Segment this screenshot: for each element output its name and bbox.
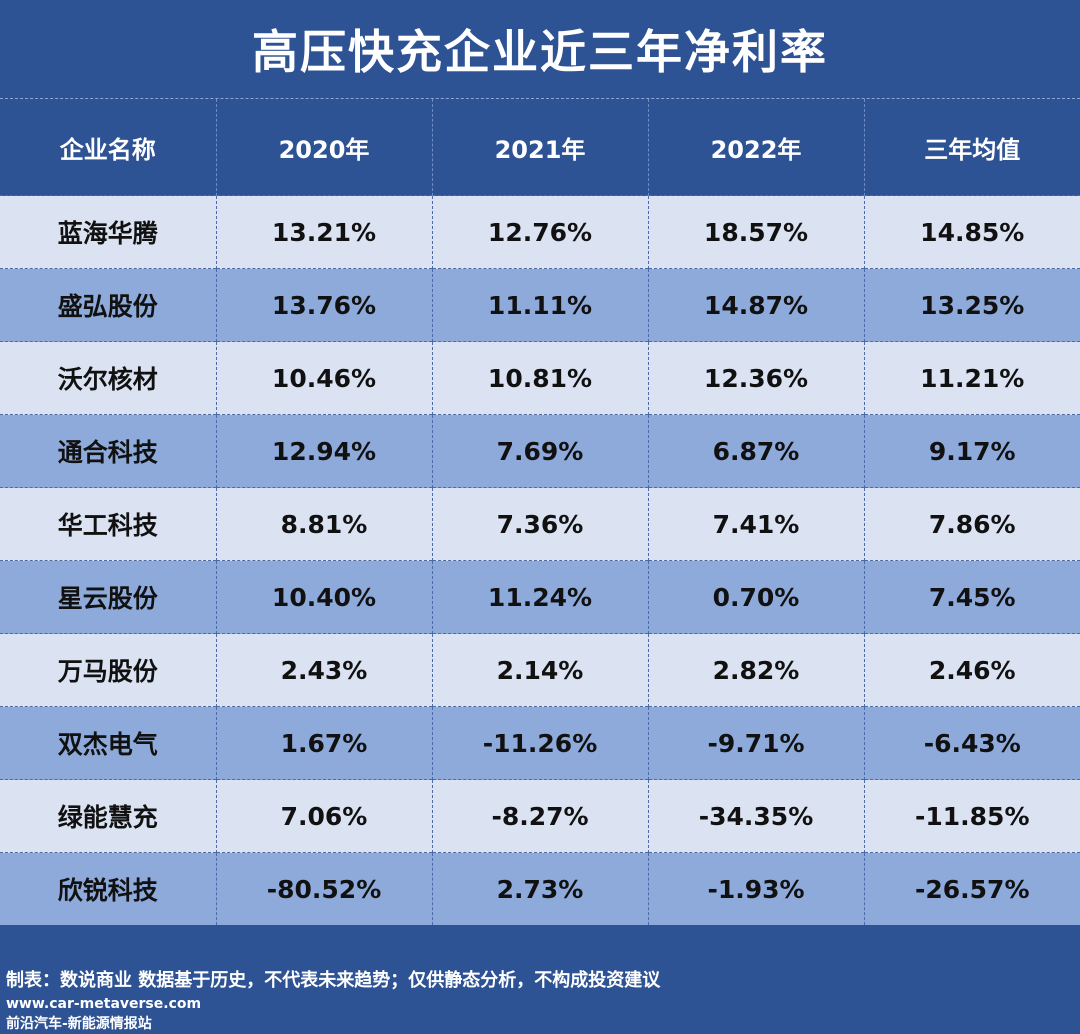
table-row: 盛弘股份 13.76% 11.11% 14.87% 13.25%: [0, 268, 1080, 342]
company-name-cell: 蓝海华腾: [0, 195, 216, 269]
margin-2022-cell: -1.93%: [647, 852, 864, 925]
margin-2020-cell: 10.46%: [215, 341, 432, 415]
margin-2020-cell: 10.40%: [215, 560, 432, 634]
title-divider: [0, 98, 1080, 99]
footer-note: 制表：数说商业 数据基于历史，不代表未来趋势；仅供静态分析，不构成投资建议: [6, 970, 661, 991]
margin-2020-cell: 8.81%: [215, 487, 432, 561]
table-row: 星云股份 10.40% 11.24% 0.70% 7.45%: [0, 560, 1080, 634]
company-name-cell: 华工科技: [0, 487, 216, 561]
column-header-2022: 2022年: [647, 99, 864, 196]
footer-url: www.car-metaverse.com: [6, 996, 202, 1012]
margin-average-cell: 13.25%: [863, 268, 1080, 342]
margin-2020-cell: 2.43%: [215, 633, 432, 707]
column-header-company: 企业名称: [59, 135, 156, 164]
margin-2021-cell: -11.26%: [431, 706, 648, 780]
margin-2021-cell: 10.81%: [431, 341, 648, 415]
margin-2022-cell: 6.87%: [647, 414, 864, 488]
footer-brand: 前沿汽车-新能源情报站: [6, 1016, 152, 1032]
margin-2020-cell: 12.94%: [215, 414, 432, 488]
margin-2022-cell: 0.70%: [647, 560, 864, 634]
margin-2020-cell: -80.52%: [215, 852, 432, 925]
margin-2020-cell: 7.06%: [215, 779, 432, 853]
margin-2020-cell: 1.67%: [215, 706, 432, 780]
page-title: 高压快充企业近三年净利率: [252, 25, 828, 79]
table-row: 通合科技 12.94% 7.69% 6.87% 9.17%: [0, 414, 1080, 488]
margin-average-cell: 7.45%: [863, 560, 1080, 634]
margin-average-cell: -11.85%: [863, 779, 1080, 853]
table-row: 万马股份 2.43% 2.14% 2.82% 2.46%: [0, 633, 1080, 707]
margin-2022-cell: 7.41%: [647, 487, 864, 561]
margin-2020-cell: 13.76%: [215, 268, 432, 342]
margin-2021-cell: 7.36%: [431, 487, 648, 561]
table-row: 绿能慧充 7.06% -8.27% -34.35% -11.85%: [0, 779, 1080, 853]
margin-2021-cell: 2.14%: [431, 633, 648, 707]
table-row: 欣锐科技 -80.52% 2.73% -1.93% -26.57%: [0, 852, 1080, 925]
company-name-cell: 通合科技: [0, 414, 216, 488]
margin-2021-cell: -8.27%: [431, 779, 648, 853]
table-row: 沃尔核材 10.46% 10.81% 12.36% 11.21%: [0, 341, 1080, 415]
margin-2022-cell: 12.36%: [647, 341, 864, 415]
company-name-cell: 万马股份: [0, 633, 216, 707]
company-name-cell: 欣锐科技: [0, 852, 216, 925]
margin-2021-cell: 12.76%: [431, 195, 648, 269]
footer: 制表：数说商业 数据基于历史，不代表未来趋势；仅供静态分析，不构成投资建议 ww…: [6, 968, 660, 1034]
table-row: 蓝海华腾 13.21% 12.76% 18.57% 14.85%: [0, 195, 1080, 269]
margin-2022-cell: 2.82%: [647, 633, 864, 707]
margin-2021-cell: 11.24%: [431, 560, 648, 634]
margin-2020-cell: 13.21%: [215, 195, 432, 269]
company-name-cell: 沃尔核材: [0, 341, 216, 415]
margin-average-cell: 11.21%: [863, 341, 1080, 415]
margin-2021-cell: 11.11%: [431, 268, 648, 342]
net-margin-table: 企业名称 2020年 2021年 2022年 三年均值 蓝海华腾 13.21% …: [0, 99, 1080, 925]
company-name-cell: 盛弘股份: [0, 268, 216, 342]
column-header-2020: 2020年: [215, 99, 432, 196]
margin-2021-cell: 2.73%: [431, 852, 648, 925]
column-header-2021: 2021年: [431, 99, 648, 196]
margin-2022-cell: -34.35%: [647, 779, 864, 853]
column-header-average: 三年均值: [863, 99, 1080, 196]
table-row: 华工科技 8.81% 7.36% 7.41% 7.86%: [0, 487, 1080, 561]
margin-2022-cell: 14.87%: [647, 268, 864, 342]
margin-2022-cell: 18.57%: [647, 195, 864, 269]
table-header-row: 企业名称 2020年 2021年 2022年 三年均值: [0, 99, 1080, 196]
margin-average-cell: -6.43%: [863, 706, 1080, 780]
margin-average-cell: 14.85%: [863, 195, 1080, 269]
margin-average-cell: 9.17%: [863, 414, 1080, 488]
margin-2022-cell: -9.71%: [647, 706, 864, 780]
table-row: 双杰电气 1.67% -11.26% -9.71% -6.43%: [0, 706, 1080, 780]
company-name-cell: 星云股份: [0, 560, 216, 634]
margin-average-cell: 7.86%: [863, 487, 1080, 561]
margin-average-cell: 2.46%: [863, 633, 1080, 707]
company-name-cell: 绿能慧充: [0, 779, 216, 853]
company-name-cell: 双杰电气: [0, 706, 216, 780]
margin-average-cell: -26.57%: [863, 852, 1080, 925]
margin-2021-cell: 7.69%: [431, 414, 648, 488]
